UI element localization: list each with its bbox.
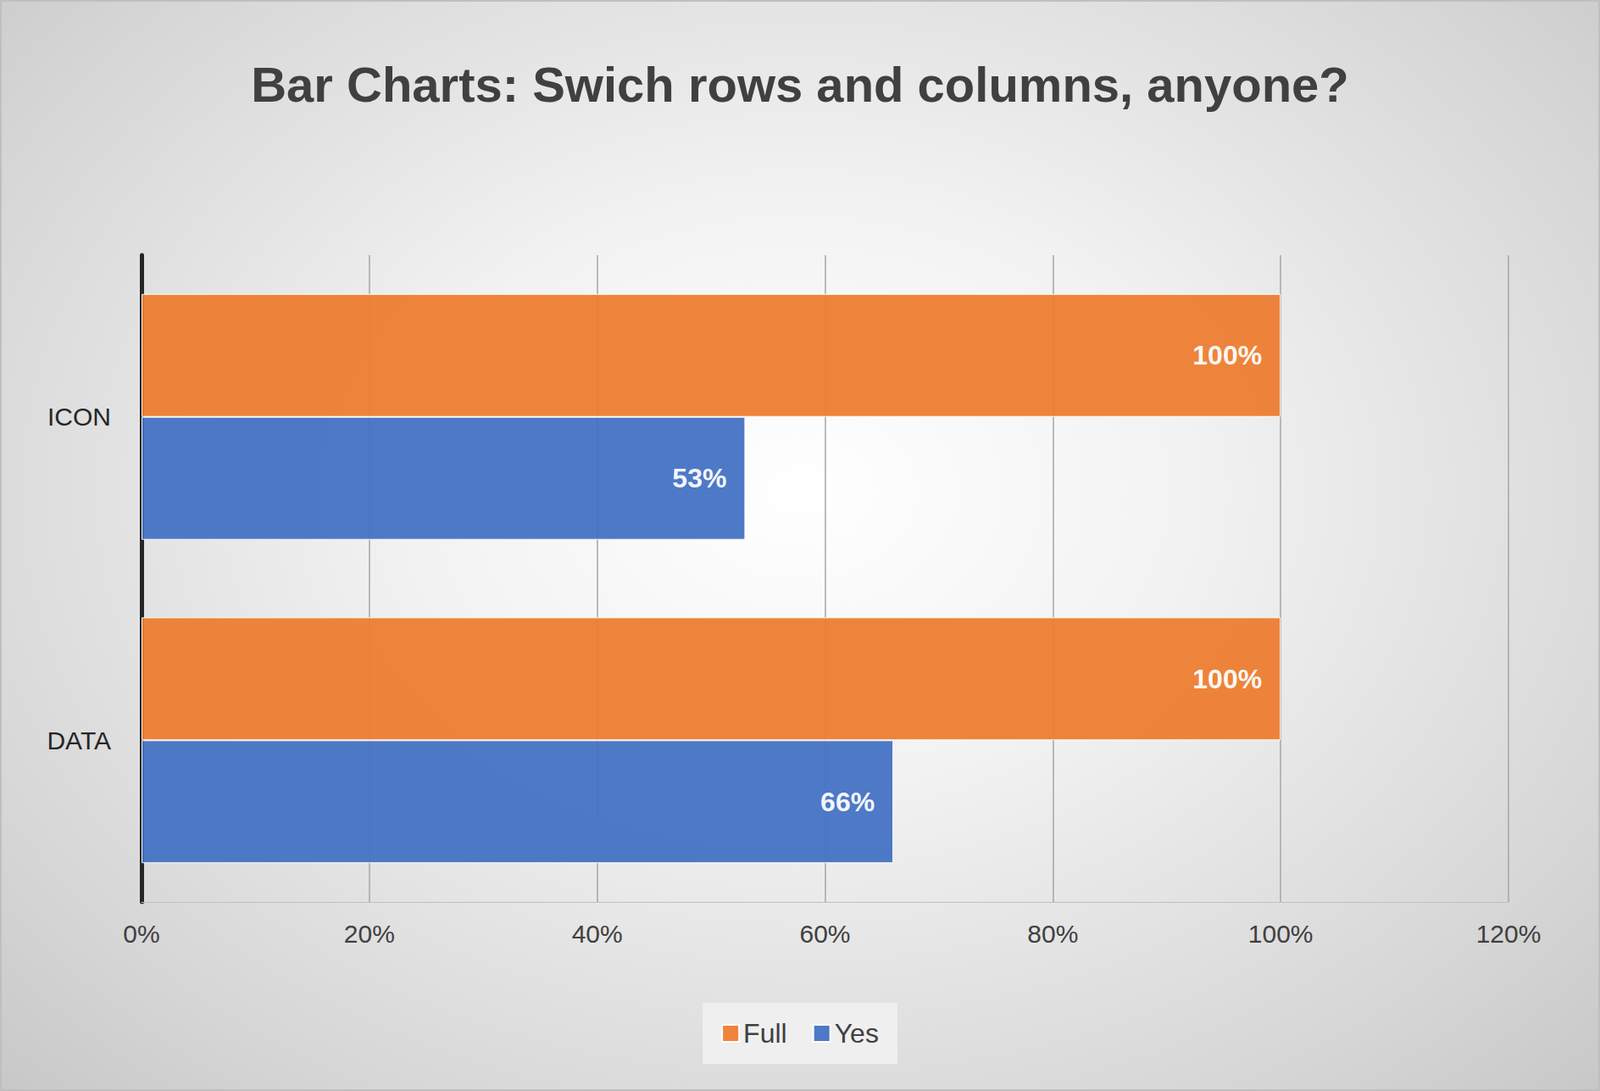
svg-text:100%: 100% <box>1248 919 1314 948</box>
svg-text:66%: 66% <box>820 786 875 817</box>
svg-text:DATA: DATA <box>46 726 112 755</box>
svg-text:Yes: Yes <box>834 1017 879 1049</box>
svg-text:ICON: ICON <box>47 402 112 431</box>
svg-text:100%: 100% <box>1192 339 1262 371</box>
svg-text:Bar Charts: Swich rows and col: Bar Charts: Swich rows and columns, anyo… <box>250 56 1350 112</box>
svg-text:53%: 53% <box>672 462 727 494</box>
svg-text:100%: 100% <box>1192 663 1262 695</box>
svg-text:20%: 20% <box>344 919 395 948</box>
svg-text:40%: 40% <box>572 919 623 948</box>
svg-text:60%: 60% <box>799 919 850 948</box>
svg-text:80%: 80% <box>1027 919 1078 948</box>
svg-text:120%: 120% <box>1476 919 1542 948</box>
svg-text:0%: 0% <box>122 919 160 948</box>
svg-text:Full: Full <box>743 1017 788 1049</box>
